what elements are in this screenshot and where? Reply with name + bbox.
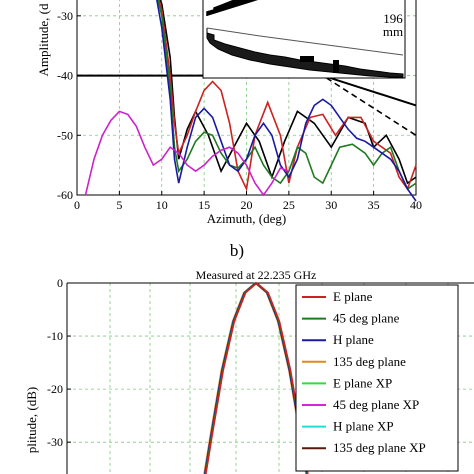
y-tick-label: -10 <box>47 329 63 343</box>
series-line <box>84 110 290 197</box>
y-tick-label: 0 <box>57 276 63 290</box>
legend-label: 45 deg plane <box>333 311 400 326</box>
series-line <box>156 0 417 202</box>
inset-inner-edge <box>206 27 404 56</box>
legend-label: E plane XP <box>333 375 392 390</box>
x-tick-label: 20 <box>241 198 253 212</box>
legend-label: 135 deg plane XP <box>333 440 426 455</box>
inset-annotation-unit: mm <box>383 24 403 39</box>
legend-label: 45 deg plane XP <box>333 397 419 412</box>
series-line <box>158 0 417 192</box>
series-line <box>205 281 309 474</box>
inset-upper-profile <box>206 0 259 16</box>
legend-label: 135 deg plane <box>333 354 406 369</box>
x-tick-label: 5 <box>116 198 122 212</box>
x-tick-label: 10 <box>156 198 168 212</box>
x-tick-label: 15 <box>198 198 210 212</box>
y-tick-label: -40 <box>57 69 73 83</box>
inset-step-block <box>333 60 339 73</box>
legend-label: E plane <box>333 289 373 304</box>
y-tick-label: -30 <box>57 9 73 23</box>
bottom-chart: Measured at 22.235 GHz 0 -10 -20 -30 E plane 4… <box>24 268 474 474</box>
x-tick-label: 30 <box>325 198 337 212</box>
inset-lower-profile <box>206 28 404 78</box>
y-tick-label: -60 <box>57 188 73 202</box>
chart-title: Measured at 22.235 GHz <box>196 268 317 282</box>
inset-annotation-number: 196 <box>383 11 403 26</box>
y-tick-label: -30 <box>47 435 63 449</box>
y-axis-label: Amplitude, (d <box>36 3 51 76</box>
y-tick-label: -20 <box>47 382 63 396</box>
y-tick-label: -50 <box>57 128 73 142</box>
x-axis-label: Azimuth, (deg) <box>207 211 286 226</box>
x-tick-label: 25 <box>283 198 295 212</box>
x-tick-label: 40 <box>410 198 422 212</box>
series-line <box>157 0 417 191</box>
x-tick-label: 0 <box>74 198 80 212</box>
inset-step-block <box>300 56 314 62</box>
plot-frame <box>76 0 417 196</box>
legend-label: H plane XP <box>333 419 394 434</box>
legend-box <box>295 284 459 472</box>
x-tick-label: 35 <box>368 198 380 212</box>
y-axis-label: plitude, (dB) <box>24 387 39 453</box>
legend-label: H plane <box>333 332 374 347</box>
panel-b-label: b) <box>230 241 244 260</box>
